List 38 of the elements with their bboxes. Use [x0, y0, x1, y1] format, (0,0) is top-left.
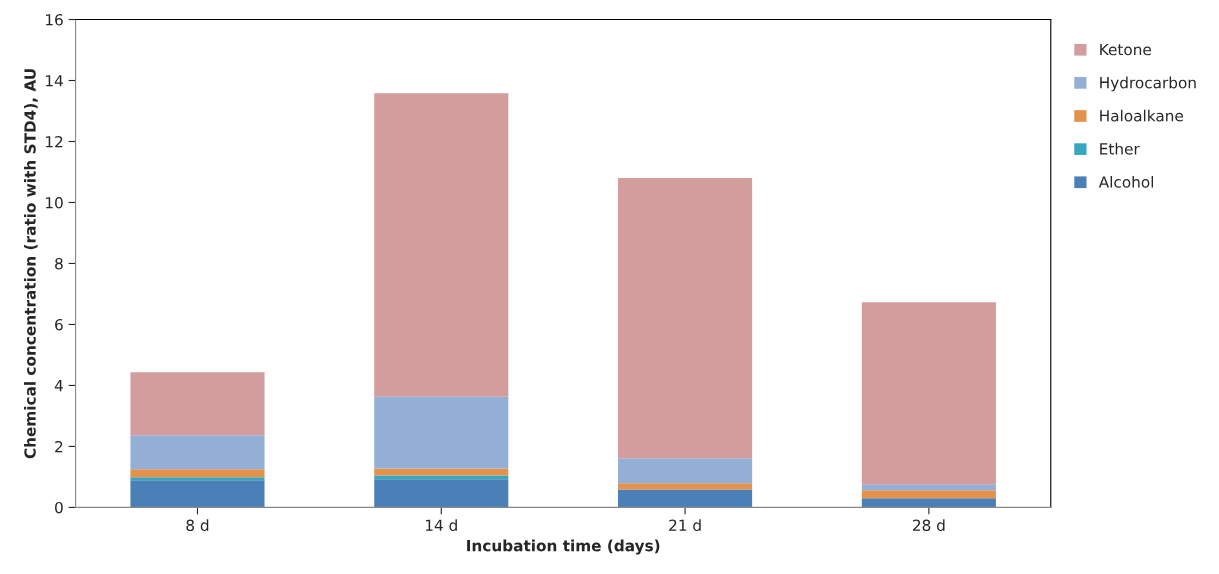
y-tick-label: 4: [54, 380, 63, 392]
bar: [374, 468, 509, 476]
bar: [618, 483, 753, 490]
bar: [130, 480, 265, 508]
x-axis-title: Incubation time (days): [467, 539, 660, 555]
x-tick-label: 14 d: [425, 519, 457, 532]
bar: [861, 490, 996, 499]
bar: [374, 396, 509, 469]
y-tick-label: 10: [46, 196, 63, 209]
bar: [618, 458, 753, 484]
y-tick-label: 12: [46, 135, 63, 148]
bar: [861, 498, 996, 508]
bar: [861, 484, 996, 491]
legend-label: Alcohol: [1098, 175, 1154, 188]
y-tick-label: 16: [46, 13, 63, 26]
x-tick-label: 8 d: [186, 519, 209, 532]
bar: [130, 435, 265, 470]
y-tick-label: 2: [55, 440, 63, 453]
bar: [374, 479, 509, 508]
legend-label: Hydrocarbon: [1100, 76, 1196, 92]
legend-label: Ketone: [1100, 43, 1151, 56]
bar: [374, 475, 509, 480]
y-tick-label: 0: [55, 501, 63, 514]
x-tick-label: 28 d: [913, 519, 945, 532]
bar: [618, 178, 753, 459]
bar: [374, 93, 509, 397]
y-axis-title: Chemical concentration (ratio with STD4), AU: [23, 69, 38, 459]
y-tick-label: 8: [55, 257, 63, 270]
y-tick-label: 14: [46, 75, 63, 87]
legend-label: Haloalkane: [1100, 109, 1183, 122]
y-tick-label: 6: [55, 318, 63, 331]
legend-label: Ether: [1100, 142, 1140, 155]
bar: [130, 469, 265, 478]
bar: [861, 302, 996, 485]
bar: [130, 477, 265, 481]
bar: [618, 489, 753, 508]
x-tick-label: 21 d: [669, 519, 701, 532]
bar: [130, 372, 265, 436]
